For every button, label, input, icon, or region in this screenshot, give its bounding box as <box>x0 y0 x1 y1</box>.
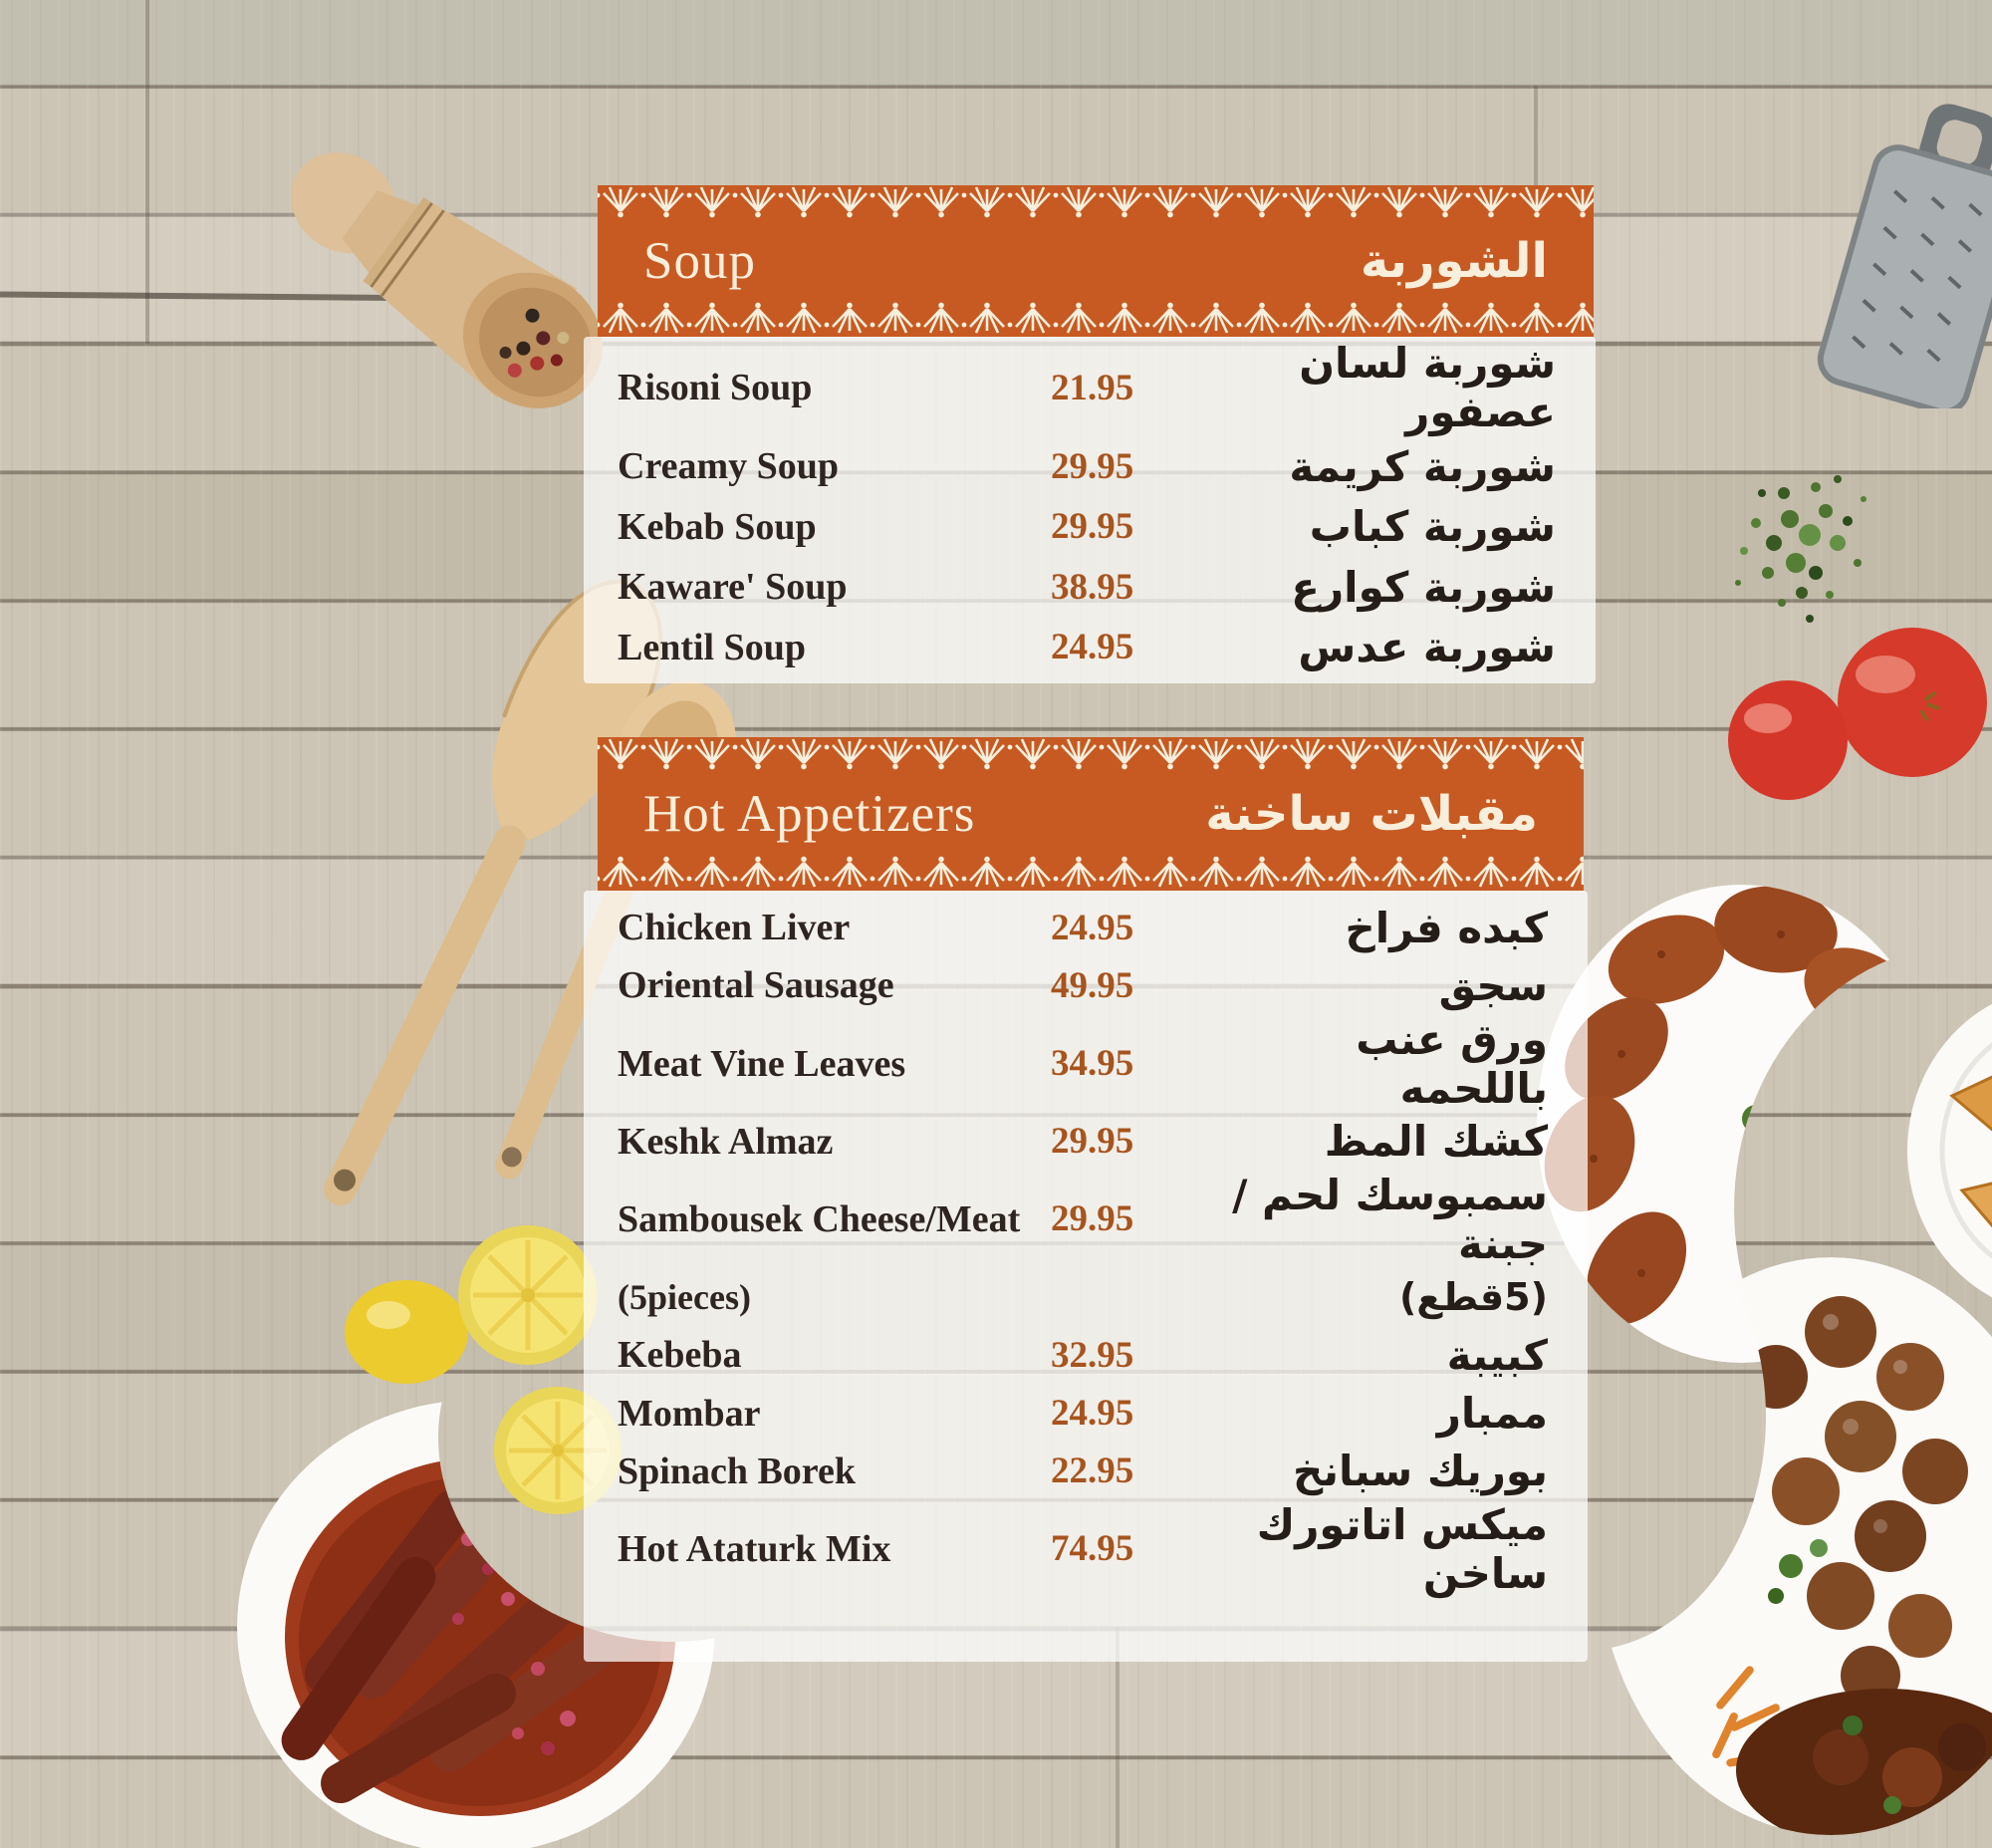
lace-trim-icon <box>598 853 1584 893</box>
item-name-en: Lentil Soup <box>618 626 807 668</box>
item-price: 24.95 <box>1051 1393 1134 1435</box>
item-name-ar: شوربة كباب <box>1309 502 1556 552</box>
item-price: 29.95 <box>1051 1121 1134 1163</box>
item-name-ar: سجق <box>1438 960 1548 1010</box>
item-name-en: Kebeba <box>618 1334 742 1377</box>
lace-trim-icon <box>598 299 1594 339</box>
lace-trim-icon <box>598 181 1594 221</box>
item-name-ar: شوربة عدس <box>1298 623 1556 672</box>
item-name-en: Meat Vine Leaves <box>618 1042 906 1085</box>
item-price: 34.95 <box>1051 1043 1134 1085</box>
menu-item-row: Kebeba 32.95 كبيبة <box>618 1326 1548 1384</box>
kibbeh-plate-icon <box>1537 885 1945 1363</box>
item-name-en: Kebab Soup <box>618 505 817 548</box>
menu-item-row: Oriental Sausage 49.95 سجق <box>618 956 1548 1014</box>
item-name-en: Risoni Soup <box>618 367 813 408</box>
item-name-ar: سمبوسك لحم /جبنة <box>1232 1170 1548 1268</box>
item-price: 24.95 <box>1051 627 1134 668</box>
item-price: 29.95 <box>1051 445 1134 487</box>
menu-item-row: Sambousek Cheese/Meat 29.95 سمبوسك لحم /جب… <box>618 1171 1548 1268</box>
menu-item-row: Kebab Soup 29.95 شوربة كباب <box>618 497 1556 558</box>
item-name-en: Oriental Sausage <box>618 964 894 1007</box>
item-price: 38.95 <box>1051 566 1134 608</box>
menu-item-row: Lentil Soup 24.95 شوربة عدس <box>618 618 1556 678</box>
meatball-plate-icon <box>1597 1257 1992 1845</box>
item-name-ar: ورق عنب باللحمه <box>1356 1014 1548 1113</box>
item-name-ar: كبده فراخ <box>1345 903 1548 952</box>
item-price: 29.95 <box>1051 506 1134 548</box>
item-note-ar: (5قطع) <box>1398 1274 1548 1319</box>
wooden-scoop-icon <box>291 152 603 408</box>
item-price: 21.95 <box>1051 367 1134 408</box>
item-note-en: (5pieces) <box>618 1276 751 1317</box>
item-name-en: Keshk Almaz <box>618 1120 834 1163</box>
menu-item-row: Mombar 24.95 ممبار <box>618 1384 1548 1442</box>
menu-section-hot-appetizers: Hot Appetizers مقبلات ساخنة <box>584 733 1588 1662</box>
menu-item-row: Spinach Borek 22.95 بوريك سبانخ <box>618 1443 1548 1500</box>
samosa-plate-icon <box>1907 1003 1992 1298</box>
item-name-en: Hot Ataturk Mix <box>618 1527 891 1570</box>
item-price: 22.95 <box>1051 1451 1134 1492</box>
item-price: 24.95 <box>1051 907 1134 948</box>
menu-item-row: Creamy Soup 29.95 شوربة كريمة <box>618 436 1556 497</box>
menu-item-row: Hot Ataturk Mix 74.95 ميكس اتاتورك ساخن <box>618 1500 1548 1598</box>
section-title-ar: مقبلات ساخنة <box>1205 786 1538 842</box>
item-name-en: Spinach Borek <box>618 1450 856 1492</box>
item-name-ar: ميكس اتاتورك ساخن <box>1256 1499 1548 1598</box>
item-price: 32.95 <box>1051 1334 1134 1376</box>
item-name-en: Kaware' Soup <box>618 566 848 609</box>
menu-item-row: Kaware' Soup 38.95 شوربة كوارع <box>618 557 1556 618</box>
menu-items-panel: Risoni Soup 21.95 شوربة لسان عصفور Creamy S… <box>584 337 1596 683</box>
section-title-en: Soup <box>643 232 756 290</box>
menu-item-row: Risoni Soup 21.95 شوربة لسان عصفور <box>618 339 1556 436</box>
item-name-ar: كشك المظ <box>1324 1117 1548 1167</box>
menu-item-row: Keshk Almaz 29.95 كشك المظ <box>618 1113 1548 1171</box>
item-name-ar: ممبار <box>1436 1389 1548 1439</box>
section-title-en: Hot Appetizers <box>643 785 976 843</box>
item-name-en: Chicken Liver <box>618 907 851 949</box>
item-price: 74.95 <box>1051 1528 1134 1570</box>
item-name-en: Mombar <box>618 1392 761 1435</box>
herb-sprinkle-icon <box>1735 475 1867 623</box>
item-price: 49.95 <box>1051 964 1134 1006</box>
section-header: Hot Appetizers مقبلات ساخنة <box>598 733 1584 893</box>
item-name-ar: شوربة كريمة <box>1289 441 1556 491</box>
item-price: 29.95 <box>1051 1198 1134 1240</box>
wood-board-joint <box>145 0 149 344</box>
tomatoes-icon <box>1728 628 1987 800</box>
item-name-en: Sambousek Cheese/Meat <box>618 1197 1021 1240</box>
item-name-ar: بوريك سبانخ <box>1292 1447 1548 1496</box>
menu-section-soup: Soup الشوربة <box>584 181 1596 683</box>
item-name-ar: كبيبة <box>1446 1330 1548 1380</box>
item-name-ar: شوربة لسان عصفور <box>1299 339 1556 436</box>
menu-item-note-row: (5pieces) (5قطع) <box>618 1268 1548 1326</box>
metal-grater-icon <box>1817 104 1992 408</box>
menu-item-row: Meat Vine Leaves 34.95 ورق عنب باللحمه <box>618 1015 1548 1113</box>
section-title-ar: الشوربة <box>1360 233 1548 289</box>
section-header: Soup الشوربة <box>598 181 1594 339</box>
wood-plank-tint <box>0 0 1992 86</box>
menu-item-row: Chicken Liver 24.95 كبده فراخ <box>618 899 1548 956</box>
item-name-en: Creamy Soup <box>618 445 840 488</box>
lemon-slices-icon <box>345 1225 598 1384</box>
item-name-ar: شوربة كوارع <box>1291 562 1556 612</box>
menu-items-panel: Chicken Liver 24.95 كبده فراخ Oriental Saus… <box>584 891 1588 1662</box>
lace-trim-icon <box>598 733 1584 773</box>
